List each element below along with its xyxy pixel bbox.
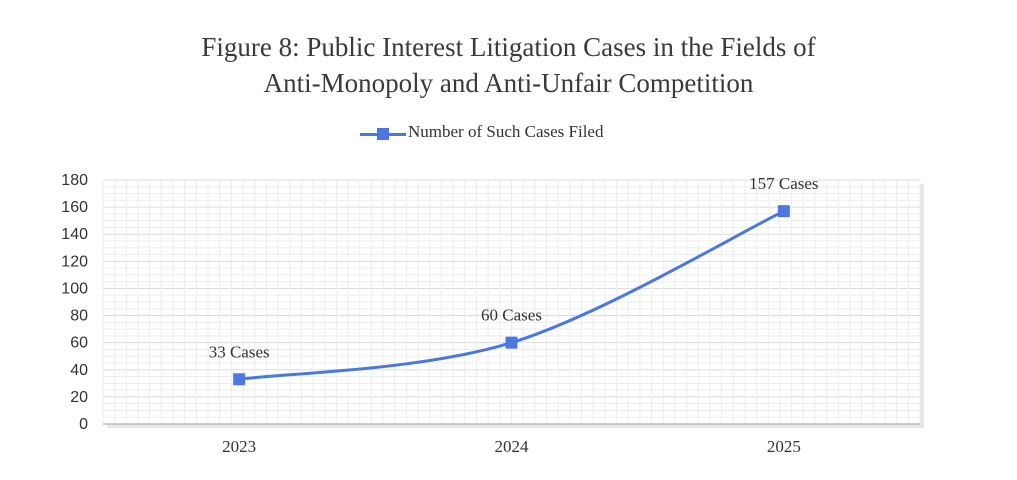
x-tick-label: 2025 — [767, 437, 801, 456]
legend-square-marker-icon — [377, 128, 389, 140]
y-tick-label: 80 — [70, 308, 88, 325]
y-tick-label: 120 — [61, 253, 88, 270]
data-point-marker — [233, 373, 246, 386]
data-point-marker — [777, 205, 790, 218]
chart-legend: Number of Such Cases Filed — [0, 122, 1017, 146]
y-tick-label: 160 — [61, 199, 88, 216]
legend-label: Number of Such Cases Filed — [408, 122, 604, 141]
data-label: 157 Cases — [749, 174, 818, 193]
data-point-marker — [505, 336, 518, 349]
y-tick-label: 140 — [61, 226, 88, 243]
y-tick-label: 100 — [61, 280, 88, 297]
x-tick-label: 2023 — [222, 437, 256, 456]
y-tick-label: 60 — [70, 335, 88, 352]
data-label: 60 Cases — [481, 306, 542, 325]
data-label: 33 Cases — [209, 342, 270, 361]
y-tick-label: 40 — [70, 362, 88, 379]
y-tick-label: 20 — [70, 389, 88, 406]
chart-title-line-1: Figure 8: Public Interest Litigation Cas… — [201, 32, 816, 62]
y-tick-label: 0 — [79, 416, 88, 433]
x-tick-label: 2024 — [495, 437, 530, 456]
chart-title-line-2: Anti-Monopoly and Anti-Unfair Competitio… — [263, 68, 754, 98]
y-tick-label: 180 — [61, 172, 88, 189]
